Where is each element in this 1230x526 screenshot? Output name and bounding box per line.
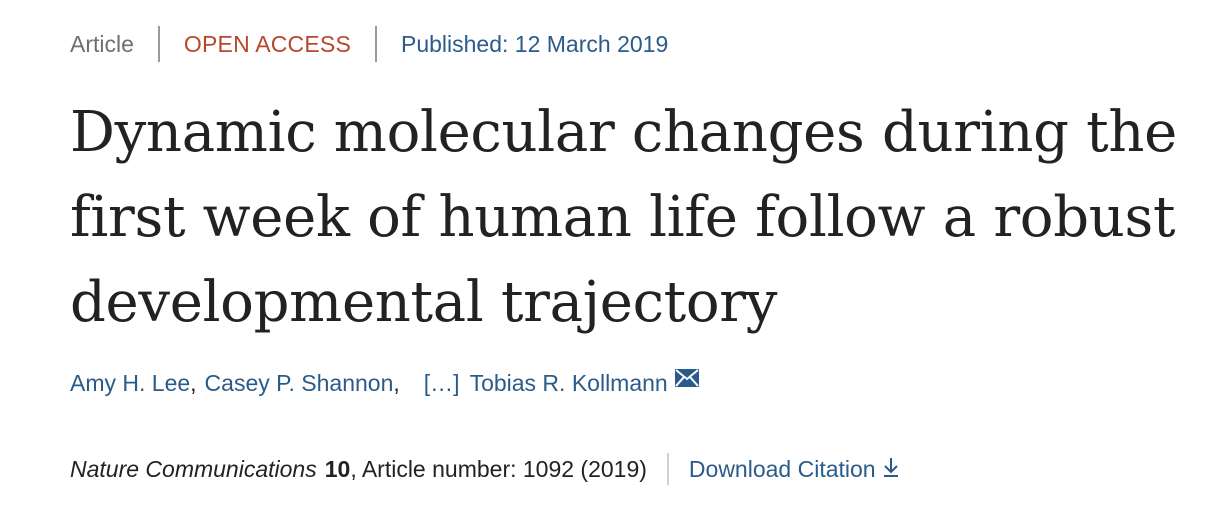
article-title: Dynamic molecular changes during the fir… bbox=[70, 90, 1200, 345]
author-link-casey-p-shannon[interactable]: Casey P. Shannon bbox=[204, 370, 394, 396]
meta-divider bbox=[157, 26, 160, 62]
article-number: , Article number: 1092 (2019) bbox=[350, 455, 647, 482]
article-meta-row: Article OPEN ACCESS Published: 12 March … bbox=[70, 22, 668, 66]
download-arrow-icon[interactable] bbox=[882, 456, 900, 478]
open-access-badge: OPEN ACCESS bbox=[183, 30, 351, 57]
author-link-tobias-r-kollmann[interactable]: Tobias R. Kollmann bbox=[469, 370, 668, 396]
author-separator: , bbox=[393, 370, 400, 396]
meta-divider bbox=[375, 26, 377, 62]
journal-volume: 10 bbox=[324, 455, 351, 482]
published-date: Published: 12 March 2019 bbox=[401, 30, 669, 57]
citation-divider bbox=[666, 453, 669, 485]
author-list: Amy H. Lee , Casey P. Shannon , […] Tobi… bbox=[70, 368, 699, 397]
article-type-label: Article bbox=[70, 30, 134, 57]
article-title-line: Dynamic molecular changes during the bbox=[70, 100, 1177, 165]
citation-row: Nature Communications 10 , Article numbe… bbox=[70, 448, 900, 490]
envelope-icon[interactable] bbox=[674, 366, 699, 387]
expand-authors-button[interactable]: […] bbox=[423, 370, 460, 396]
author-separator: , bbox=[190, 370, 197, 396]
article-title-line: developmental trajectory bbox=[70, 270, 778, 335]
author-link-amy-h-lee[interactable]: Amy H. Lee bbox=[70, 370, 191, 396]
download-citation-link[interactable]: Download Citation bbox=[688, 455, 876, 482]
article-title-line: first week of human life follow a robust bbox=[70, 185, 1176, 250]
journal-name: Nature Communications bbox=[70, 455, 317, 482]
